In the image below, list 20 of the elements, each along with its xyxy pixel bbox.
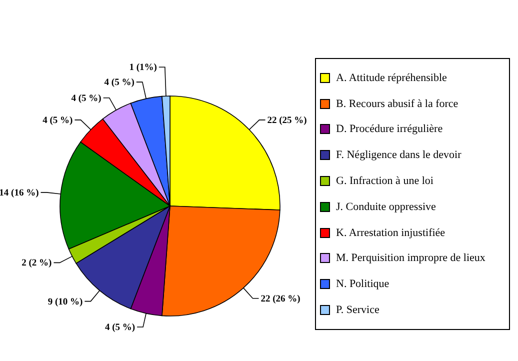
legend-label: D. Procédure irrégulière	[336, 123, 443, 136]
legend-label: J. Conduite oppressive	[336, 200, 436, 213]
data-label: 4 (5 %)	[104, 78, 134, 88]
data-label: 22 (25 %)	[267, 116, 307, 126]
legend-label: A. Attitude répréhensible	[336, 72, 447, 84]
legend-label: F. Négligence dans le devoir	[336, 149, 462, 162]
data-label: 4 (5 %)	[71, 94, 102, 104]
legend-label: K. Arrestation injustifiée	[336, 226, 446, 239]
legend-label: M. Perquisition impropre de lieux	[336, 252, 486, 264]
data-label: 2 (2 %)	[22, 258, 52, 269]
legend-label: B. Recours abusif à la force	[336, 98, 458, 110]
data-label: 22 (26 %)	[260, 294, 300, 304]
data-label: 4 (5 %)	[104, 323, 136, 334]
data-label: 4 (5 %)	[42, 116, 73, 126]
legend-label: G. Infraction à une loi	[336, 175, 434, 188]
legend-label: P. Service	[336, 304, 380, 316]
data-label: 9 (10 %)	[48, 297, 83, 308]
data-label: 1 (1%)	[129, 63, 157, 74]
data-label: 14 (16 %)	[0, 188, 39, 198]
legend-label: N. Politique	[336, 278, 390, 290]
